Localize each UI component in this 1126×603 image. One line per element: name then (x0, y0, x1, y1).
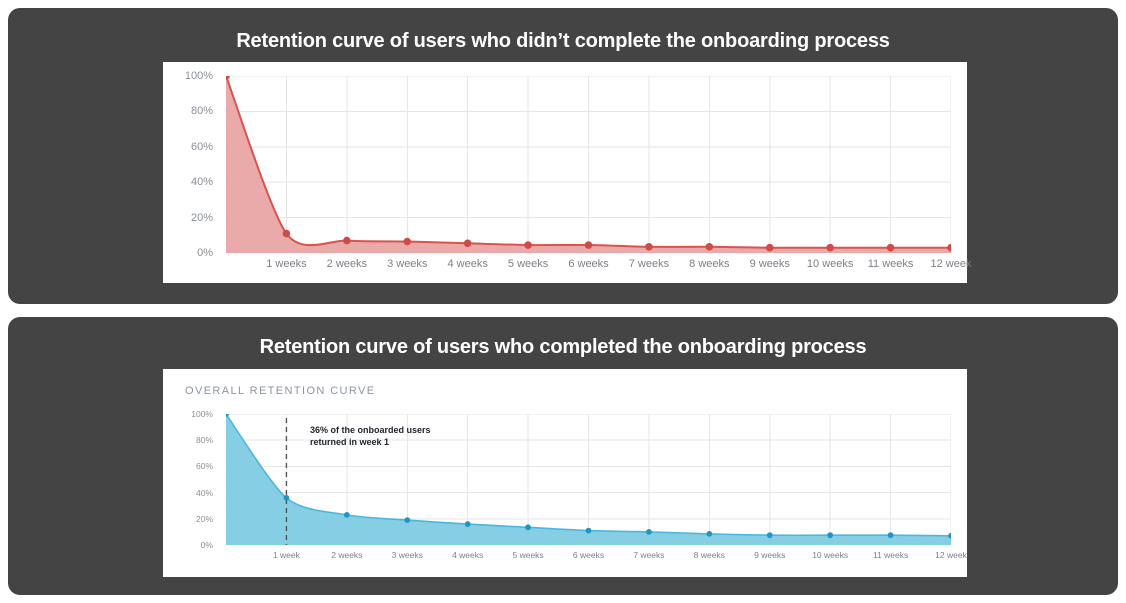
y-tick-label: 0% (200, 540, 213, 550)
panel-title-completed-onboarding: Retention curve of users who completed t… (259, 336, 867, 358)
x-tick-label: 5 weeks (507, 258, 549, 270)
y-axis-labels-chart1: 0% 20% 40% 60% 80% 100% (163, 70, 219, 259)
chart-canvas-no-onboarding: 0% 20% 40% 60% 80% 100% 1 weeks 2 weeks 3 weeks… (163, 62, 971, 283)
y-tick-label: 20% (195, 513, 213, 524)
plot-area-chart1 (226, 76, 951, 253)
x-tick-label: 4 weeks (452, 550, 484, 560)
x-tick-label: 11 weeks (872, 550, 909, 560)
x-tick-label: 1 weeks (266, 258, 307, 270)
x-tick-label: 2 weeks (331, 550, 363, 560)
x-tick-label: 3 weeks (391, 550, 423, 560)
x-tick-label: 10 weeks (812, 550, 849, 560)
x-tick-label: 12 week (935, 550, 967, 560)
area-chart-completed-onboarding (226, 414, 951, 545)
x-tick-label: 6 weeks (568, 258, 609, 270)
y-tick-label: 80% (195, 435, 213, 446)
area-chart-no-onboarding (226, 76, 951, 253)
x-tick-label: 3 weeks (387, 258, 428, 270)
x-axis-labels-chart1: 1 weeks 2 weeks 3 weeks 4 weeks 5 weeks 6 wee… (226, 258, 971, 276)
annotation-week1-retention: 36% of the onboarded users returned in w… (310, 425, 431, 448)
y-tick-label: 60% (195, 461, 213, 472)
x-tick-label: 6 weeks (572, 550, 605, 560)
x-tick-label: 8 weeks (693, 550, 725, 560)
x-tick-label: 7 weeks (628, 258, 670, 270)
x-tick-label: 4 weeks (447, 258, 488, 270)
x-axis-labels-chart2: 1 week 2 weeks 3 weeks 4 weeks 5 weeks 6 week… (226, 550, 967, 568)
plot-area-chart2 (226, 414, 951, 545)
chart-canvas-completed-onboarding: OVERALL RETENTION CURVE 0% 20% 40% 60% 80% 10… (163, 369, 967, 577)
y-tick-label: 100% (191, 409, 213, 419)
chart-subtitle-overall-retention-curve: OVERALL RETENTION CURVE (185, 385, 376, 397)
panel-completed-onboarding: Retention curve of users who completed t… (8, 317, 1118, 595)
y-tick-label: 40% (195, 487, 213, 498)
x-tick-label: 1 week (272, 550, 300, 560)
x-tick-label: 11 weeks (867, 258, 914, 270)
panel-no-onboarding: Retention curve of users who didn’t comp… (8, 8, 1118, 304)
y-tick-label: 80% (190, 105, 213, 118)
x-tick-label: 7 weeks (633, 550, 665, 560)
y-tick-label: 20% (190, 211, 213, 224)
y-tick-label: 40% (190, 176, 213, 189)
x-tick-label: 10 weeks (806, 258, 854, 270)
x-tick-label: 9 weeks (754, 550, 786, 560)
y-axis-labels-chart2: 0% 20% 40% 60% 80% 100% (163, 409, 219, 550)
y-tick-label: 100% (184, 70, 213, 82)
x-tick-label: 2 weeks (326, 258, 368, 270)
x-tick-label: 9 weeks (749, 258, 790, 270)
x-tick-label: 12 week (930, 258, 972, 270)
y-tick-label: 60% (190, 140, 213, 153)
x-tick-label: 8 weeks (689, 258, 730, 270)
x-tick-label: 5 weeks (512, 550, 544, 560)
panel-title-no-onboarding: Retention curve of users who didn’t comp… (236, 30, 890, 52)
y-tick-label: 0% (197, 247, 213, 259)
